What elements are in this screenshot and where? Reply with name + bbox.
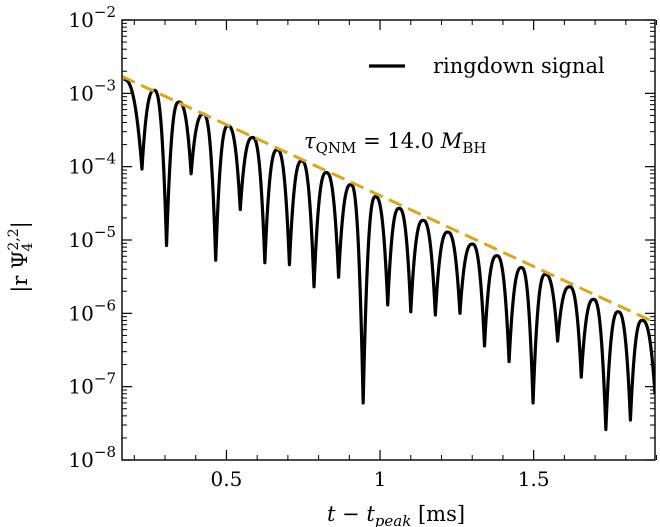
axis-tick-labels: 10−8 10−7 10−6 10−5 10−4 10−3 10−2 0.5 1 1.5 bbox=[68, 3, 549, 491]
plot-frame bbox=[121, 19, 656, 461]
y-axis-label: |r Ψ42,2| bbox=[6, 221, 36, 292]
axis-ticks bbox=[122, 19, 658, 461]
y-tick-label: 10−5 bbox=[68, 223, 116, 252]
y-tick-label: 10−8 bbox=[68, 443, 116, 472]
legend: ringdown signal bbox=[369, 54, 605, 78]
qnm-envelope-line bbox=[122, 75, 655, 324]
x-axis-label: t − tpeak [ms] bbox=[327, 502, 465, 527]
plot-area bbox=[122, 75, 655, 432]
y-tick-label: 10−4 bbox=[68, 150, 116, 179]
x-tick-label: 0.5 bbox=[211, 467, 243, 491]
x-tick-label: 1.5 bbox=[518, 467, 550, 491]
y-tick-label: 10−3 bbox=[68, 76, 116, 105]
legend-label-ringdown: ringdown signal bbox=[433, 54, 605, 78]
y-tick-label: 10−6 bbox=[68, 296, 116, 325]
tau-qnm-annotation: τQNM = 14.0 MBH bbox=[304, 129, 486, 157]
y-tick-label: 10−7 bbox=[68, 370, 116, 399]
ringdown-signal-line bbox=[122, 77, 655, 432]
x-tick-label: 1 bbox=[374, 467, 387, 491]
y-tick-label: 10−2 bbox=[68, 3, 116, 32]
